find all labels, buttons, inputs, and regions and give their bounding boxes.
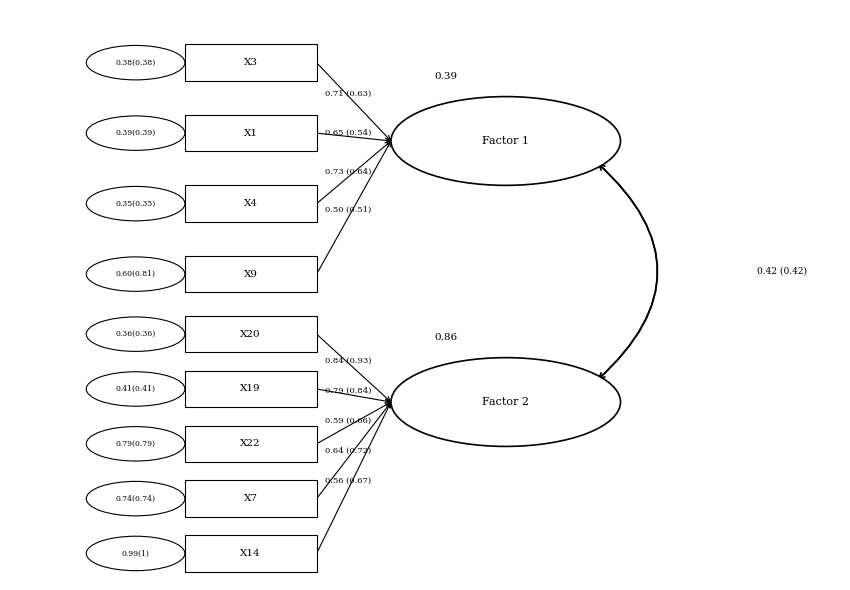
Text: X4: X4 [244,199,258,208]
Text: 0.35(0.35): 0.35(0.35) [116,199,156,208]
Text: X14: X14 [241,549,261,558]
Text: X9: X9 [244,270,258,278]
Text: 0.38(0.38): 0.38(0.38) [116,58,156,67]
Bar [184,256,316,293]
Text: 0.86: 0.86 [434,333,458,342]
Ellipse shape [86,186,184,221]
Text: Factor 2: Factor 2 [482,397,530,407]
Ellipse shape [391,358,620,447]
Text: X3: X3 [244,58,258,67]
Text: 0.73 (0.64): 0.73 (0.64) [325,168,371,175]
Ellipse shape [86,372,184,406]
Ellipse shape [86,536,184,571]
Bar [184,535,316,572]
Text: Factor 1: Factor 1 [482,136,530,146]
Text: 0.74(0.74): 0.74(0.74) [116,494,156,503]
Text: X20: X20 [241,330,261,339]
Text: 0.60(0.81): 0.60(0.81) [116,270,156,278]
Ellipse shape [86,257,184,291]
Text: 0.42 (0.42): 0.42 (0.42) [757,267,807,276]
Bar [184,185,316,222]
Text: X7: X7 [244,494,258,503]
Bar [184,425,316,462]
Bar [184,316,316,352]
Ellipse shape [86,116,184,150]
Text: 0.79(0.79): 0.79(0.79) [116,440,156,448]
Bar [184,44,316,81]
Bar [184,480,316,517]
Text: 0.39: 0.39 [434,72,458,81]
Text: X1: X1 [244,129,258,137]
Text: 0.65 (0.54): 0.65 (0.54) [325,129,371,137]
Ellipse shape [86,317,184,352]
Text: 0.36(0.36): 0.36(0.36) [116,330,156,338]
Text: X19: X19 [241,385,261,394]
Text: 0.99(1): 0.99(1) [122,549,150,558]
Text: 0.39(0.39): 0.39(0.39) [116,129,156,137]
Text: X22: X22 [241,440,261,448]
Ellipse shape [86,427,184,461]
Ellipse shape [391,97,620,185]
Text: 0.79 (0.84): 0.79 (0.84) [325,387,371,395]
Bar [184,371,316,407]
Ellipse shape [86,45,184,80]
Text: 0.84 (0.93): 0.84 (0.93) [325,357,371,365]
Bar [184,115,316,152]
Text: 0.71 (0.63): 0.71 (0.63) [325,90,371,98]
Ellipse shape [86,481,184,516]
Text: 0.50 (0.51): 0.50 (0.51) [325,206,371,214]
Text: 0.64 (0.72): 0.64 (0.72) [325,447,371,455]
Text: 0.41(0.41): 0.41(0.41) [116,385,156,393]
Text: 0.56 (0.67): 0.56 (0.67) [325,477,371,486]
Text: 0.59 (0.66): 0.59 (0.66) [325,417,371,425]
